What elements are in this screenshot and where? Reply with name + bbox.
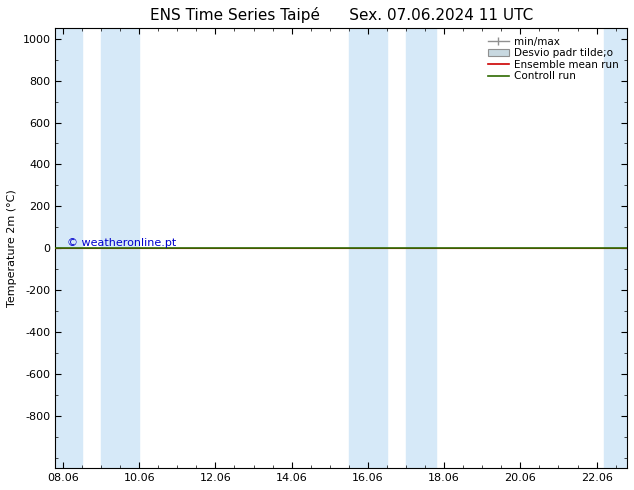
- Title: ENS Time Series Taipé      Sex. 07.06.2024 11 UTC: ENS Time Series Taipé Sex. 07.06.2024 11…: [150, 7, 533, 23]
- Bar: [55, 28, 82, 468]
- Legend: min/max, Desvio padr tilde;o, Ensemble mean run, Controll run: min/max, Desvio padr tilde;o, Ensemble m…: [485, 33, 622, 84]
- Bar: [349, 28, 387, 468]
- Bar: [406, 28, 436, 468]
- Bar: [101, 28, 139, 468]
- Bar: [604, 28, 627, 468]
- Y-axis label: Temperature 2m (°C): Temperature 2m (°C): [7, 189, 17, 307]
- Text: © weatheronline.pt: © weatheronline.pt: [67, 238, 176, 248]
